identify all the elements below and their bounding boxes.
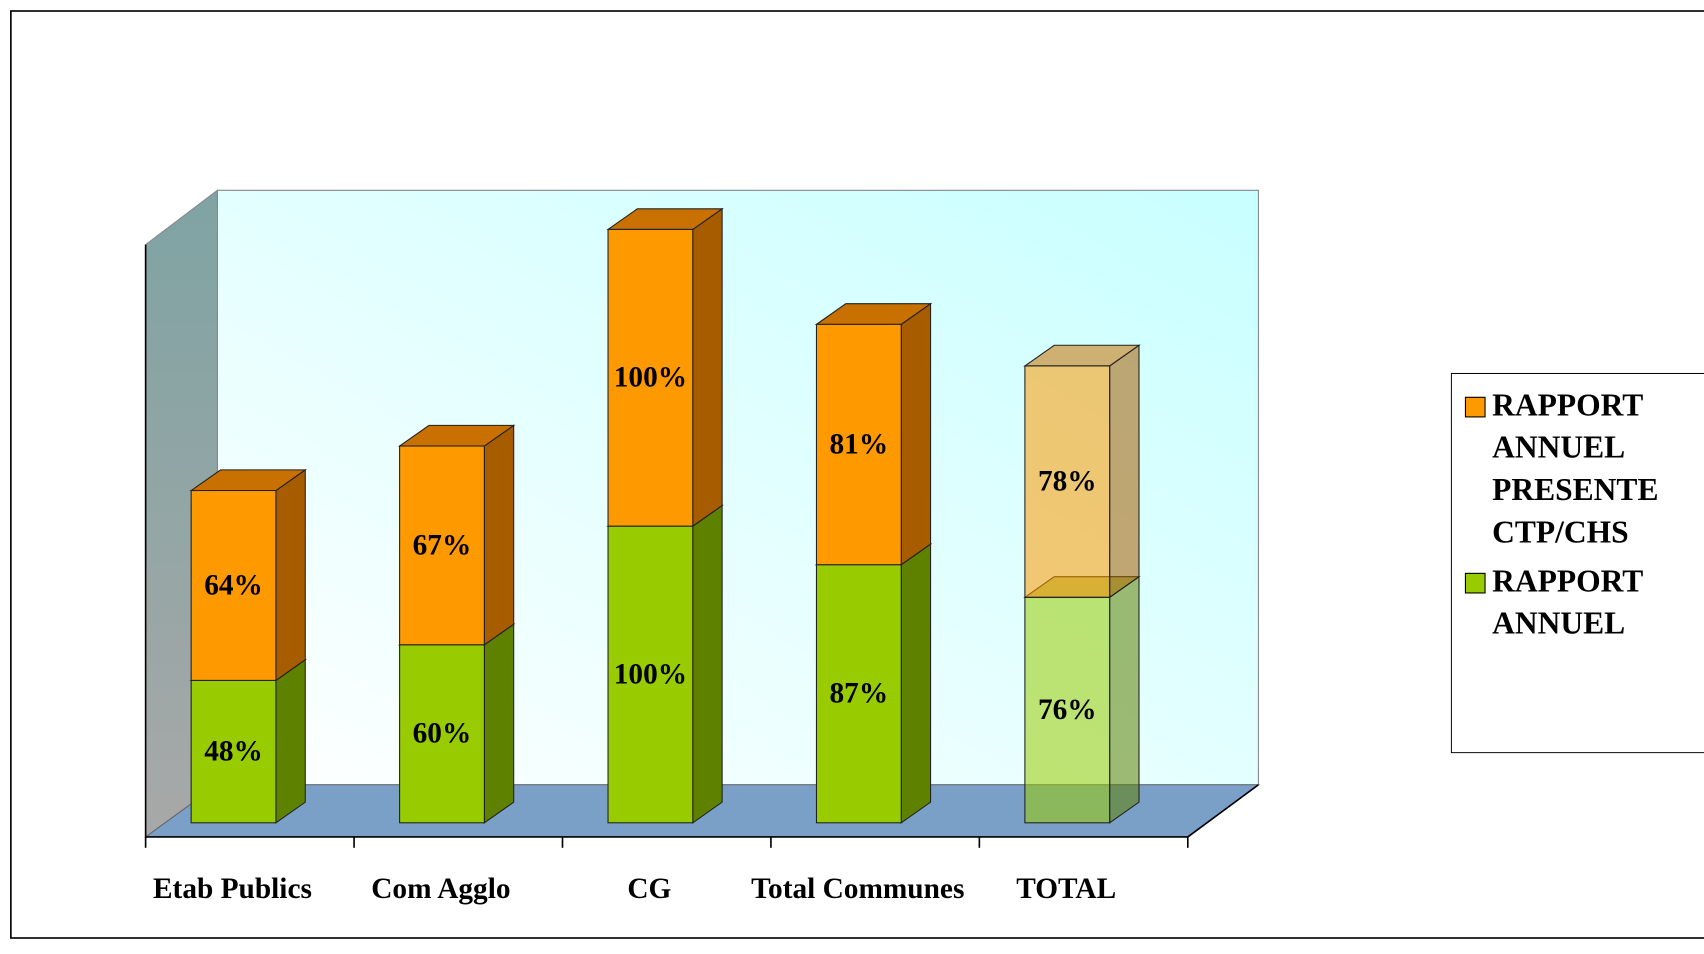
x-tick-label: Total Communes xyxy=(751,873,964,905)
data-label: 67% xyxy=(413,529,472,561)
bar xyxy=(607,228,694,527)
x-tick-label: TOTAL xyxy=(1016,873,1116,905)
legend-item: RAPPORT ANNUEL xyxy=(1464,561,1704,646)
legend-label: RAPPORT ANNUEL xyxy=(1492,564,1643,642)
data-label: 48% xyxy=(204,736,263,768)
legend-box: RAPPORT ANNUEL PRESENTE CTP/CHS RAPPORT A… xyxy=(1450,372,1704,754)
data-label: 81% xyxy=(830,428,889,460)
bar xyxy=(1024,596,1111,824)
legend-swatch xyxy=(1464,396,1486,418)
data-label: 60% xyxy=(413,718,472,750)
data-label: 87% xyxy=(830,678,889,710)
frame xyxy=(10,10,1704,939)
data-label: 64% xyxy=(204,569,263,601)
bar-side xyxy=(1109,575,1140,824)
legend: RAPPORT ANNUEL PRESENTE CTP/CHS RAPPORT A… xyxy=(1450,372,1704,754)
data-label: 76% xyxy=(1038,694,1097,726)
legend-item: RAPPORT ANNUEL PRESENTE CTP/CHS xyxy=(1464,385,1704,555)
bar-side xyxy=(483,424,515,646)
bar-side xyxy=(275,658,306,824)
data-label: 78% xyxy=(1038,466,1097,498)
x-axis-depth xyxy=(1187,784,1259,838)
legend-label: RAPPORT ANNUEL PRESENTE CTP/CHS xyxy=(1492,388,1659,551)
bar-side xyxy=(275,468,306,682)
bar-side xyxy=(900,542,932,824)
bar xyxy=(815,564,902,824)
bar xyxy=(607,525,694,824)
legend-swatch xyxy=(1464,572,1486,594)
bar-side xyxy=(692,504,723,824)
x-tick-label: Com Agglo xyxy=(371,873,510,905)
x-tick-label: Etab Publics xyxy=(153,873,312,905)
bar xyxy=(190,489,277,681)
bar xyxy=(399,644,485,824)
bar xyxy=(399,445,485,646)
x-tick-label: CG xyxy=(627,873,671,905)
bar-side xyxy=(900,302,932,566)
bar-side xyxy=(1109,344,1140,599)
bar-side xyxy=(483,623,515,824)
data-label: 100% xyxy=(614,362,687,394)
bar-side xyxy=(692,207,723,528)
bar xyxy=(815,323,902,566)
data-label: 100% xyxy=(614,658,687,690)
bar xyxy=(1024,365,1111,598)
